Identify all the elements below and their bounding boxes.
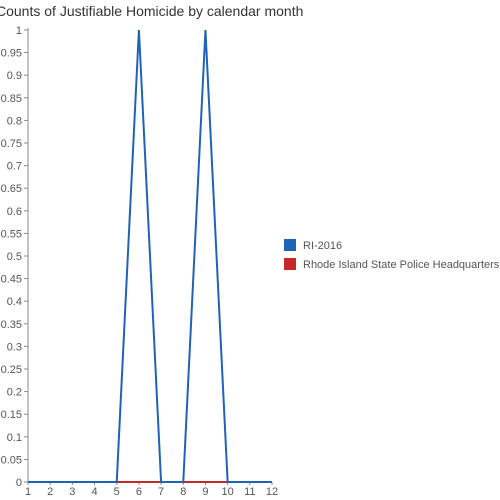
axes: 0 0.05 0.1 0.15 0.2 0.25 0.3 0.35 0.4 0.45 0.5 0.55… [1,25,279,498]
x-tick-label: 12 [266,486,278,498]
series-line-0 [28,29,272,483]
series-layer [28,29,272,483]
y-tick-label: 0.7 [7,161,22,173]
y-tick-label: 0.95 [1,48,22,60]
y-tick-label: 0.65 [1,183,22,195]
x-tick-label: 9 [202,486,208,498]
y-tick-label: 0.85 [1,93,22,105]
y-tick-label: 0.35 [1,319,22,331]
legend-label: RI-2016 [303,240,342,252]
y-tick-label: 0.25 [1,364,22,376]
x-tick-label: 1 [25,486,31,498]
y-tick-label: 0.1 [7,432,22,444]
legend-label: Rhode Island State Police Headquarters [303,259,500,271]
y-tick-label: 0.4 [7,296,22,308]
y-tick-label: 0 [16,477,22,489]
legend-swatch [284,239,296,251]
x-tick-label: 5 [114,486,120,498]
y-tick-label: 0.3 [7,341,22,353]
y-tick-label: 0.2 [7,387,22,399]
x-tick-label: 2 [47,486,53,498]
chart-title: Counts of Justifiable Homicide by calend… [0,3,303,19]
x-tick-label: 10 [222,486,234,498]
x-tick-label: 11 [244,486,255,498]
y-tick-label: 1 [16,25,22,37]
y-tick-label: 0.55 [1,228,22,240]
y-tick-label: 0.75 [1,138,22,150]
y-tick-label: 0.05 [1,454,22,466]
y-tick-label: 0.45 [1,274,22,286]
x-tick-label: 6 [136,486,142,498]
x-tick-label: 7 [158,486,164,498]
x-tick-label: 8 [180,486,186,498]
x-tick-label: 3 [69,486,75,498]
y-tick-label: 0.8 [7,115,22,127]
y-tick-label: 0.6 [7,206,22,218]
y-tick-label: 0.15 [1,409,22,421]
legend-swatch [284,258,296,270]
x-tick-label: 4 [91,486,97,498]
legend: RI-2016 Rhode Island State Police Headqua… [284,239,500,271]
y-tick-label: 0.9 [7,70,22,82]
y-tick-label: 0.5 [7,251,22,263]
